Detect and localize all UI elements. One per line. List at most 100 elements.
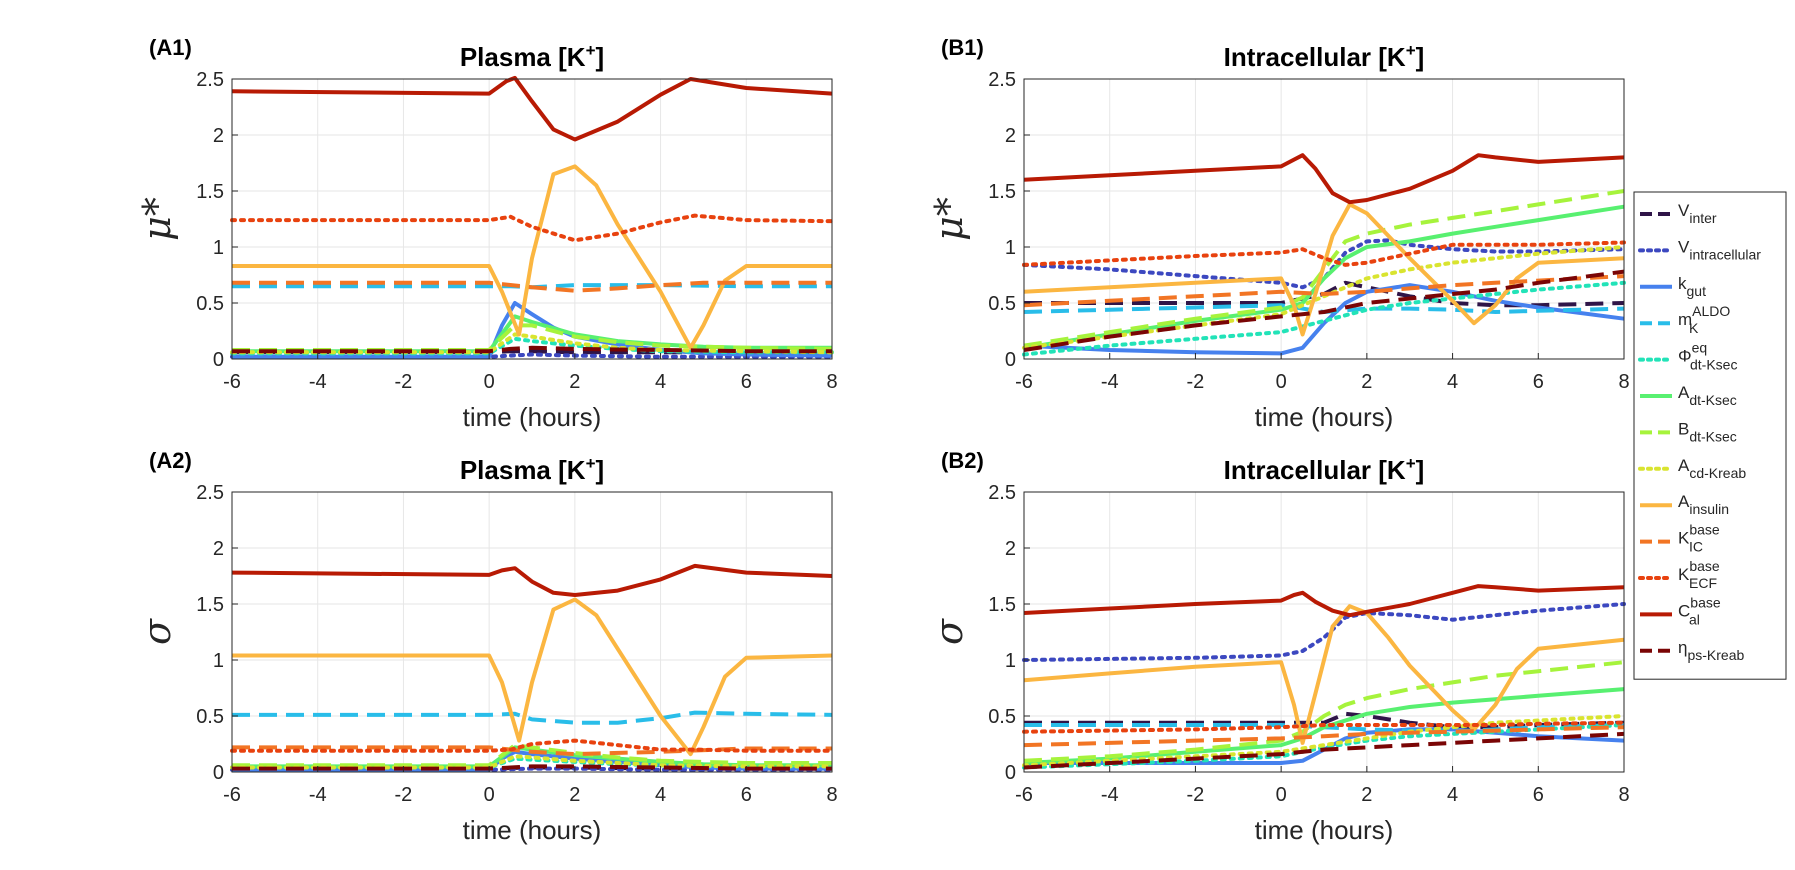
y-tick-label: 2: [1005, 538, 1016, 560]
x-axis-label: time (hours): [463, 815, 602, 845]
series-line-m-k-aldo: [1024, 723, 1625, 734]
x-tick-label: -4: [1101, 371, 1119, 393]
series-line-a-insulin: [232, 597, 833, 757]
axes-frame: [231, 78, 833, 360]
legend-item: Kbase IC: [1640, 522, 1720, 555]
series-line-k-ic-base: [1023, 725, 1625, 748]
legend: Vinter Vintracellular kgut mALDO K Φeq dt-Ksec…: [1633, 191, 1787, 680]
series-line-c-al-base: [1023, 584, 1625, 618]
panel-b1: -6 -4 -2 0 2 4 6 8 0 0.5 1 1.5 2 2.5 time (hours) μ* Int…: [927, 35, 1630, 432]
legend-item: kgut: [1640, 274, 1706, 299]
series-line-k-gut: [1024, 727, 1625, 765]
series-line-k-ecf-base: [230, 738, 834, 753]
series-line-a-cd-kreab: [1022, 714, 1626, 768]
x-tick-label: 8: [826, 784, 837, 806]
panel-label: (A1): [149, 35, 192, 60]
x-tick-label: 2: [1361, 784, 1372, 806]
x-tick-label: -2: [1187, 784, 1205, 806]
x-tick-label: 6: [1533, 371, 1544, 393]
x-tick-label: 2: [569, 784, 580, 806]
x-tick-label: -6: [223, 371, 241, 393]
series-line-v-intracellular: [230, 352, 834, 359]
panel-title: Intracellular [K+]: [1224, 41, 1425, 72]
y-tick-label: 1: [213, 237, 224, 259]
series-line-b-dt-ksec: [1023, 189, 1625, 348]
legend-label: Cbase al: [1678, 594, 1721, 627]
series-line-k-gut: [1023, 283, 1625, 356]
series-line-a-insulin: [1023, 202, 1625, 337]
y-tick-label: 2: [213, 538, 224, 560]
x-tick-label: 6: [741, 371, 752, 393]
x-tick-label: 4: [1447, 784, 1458, 806]
x-tick-label: 0: [484, 784, 495, 806]
panel-label: (B1): [941, 35, 984, 60]
series-line-a-dt-ksec: [1023, 204, 1625, 350]
series-line-m-k-aldo: [1023, 303, 1625, 314]
y-tick-label: 2: [1005, 125, 1016, 147]
axes-frame: [1023, 78, 1625, 360]
series-line-v-intracellular: [1022, 602, 1626, 662]
panel-title: Plasma [K+]: [460, 454, 604, 485]
y-tick-label: 1.5: [988, 181, 1016, 203]
y-axis-label: σ: [135, 618, 179, 645]
legend-label: Bdt-Ksec: [1678, 419, 1737, 444]
y-tick-label: 1.5: [196, 181, 224, 203]
y-tick-label: 0: [213, 762, 224, 784]
legend-item: ηps-Kreab: [1640, 638, 1744, 663]
series-line-v-inter: [1024, 711, 1625, 730]
series-line-k-ecf-base: [1022, 240, 1626, 267]
axes-frame: [1023, 491, 1625, 773]
x-tick-label: -6: [1015, 371, 1033, 393]
panel-b2: -6 -4 -2 0 2 4 6 8 0 0.5 1 1.5 2 2.5 time (hours) σ Intr…: [927, 448, 1630, 845]
series-line-k-ic-base: [232, 280, 832, 293]
series-line-a-dt-ksec: [1023, 687, 1625, 765]
legend-label: Kbase ECF: [1678, 558, 1720, 591]
x-tick-label: -4: [309, 371, 327, 393]
series-line--dt-ksec-eq: [230, 336, 834, 356]
legend-item: mALDO K: [1640, 303, 1730, 336]
x-tick-label: 2: [1361, 371, 1372, 393]
legend-label: Φeq dt-Ksec: [1678, 340, 1737, 373]
x-axis-label: time (hours): [1255, 402, 1394, 432]
series-line-k-ic-base: [1023, 274, 1625, 308]
axes-frame: [231, 491, 833, 773]
x-tick-label: -4: [1101, 784, 1119, 806]
y-tick-label: 1.5: [988, 594, 1016, 616]
y-axis-label: μ*: [927, 197, 971, 241]
y-tick-label: 0.5: [988, 706, 1016, 728]
x-tick-label: -6: [223, 784, 241, 806]
x-tick-label: -2: [395, 371, 413, 393]
series-line-b-dt-ksec: [232, 323, 833, 352]
panel-title: Intracellular [K+]: [1224, 454, 1425, 485]
series-line-a-insulin: [1023, 604, 1625, 745]
legend-label: Vinter: [1678, 201, 1717, 226]
y-axis-label: σ: [927, 618, 971, 645]
panel-a2: -6 -4 -2 0 2 4 6 8 0 0.5 1 1.5 2 2.5 time (hours) σ Plas…: [135, 448, 838, 845]
x-tick-label: 0: [484, 371, 495, 393]
x-tick-label: 0: [1276, 784, 1287, 806]
series-line-a-cd-kreab: [230, 754, 834, 770]
series-line-k-ecf-base: [1022, 720, 1626, 734]
series-line-a-insulin: [232, 164, 832, 350]
series-line-c-al-base: [231, 563, 833, 597]
legend-label: ηps-Kreab: [1678, 638, 1744, 663]
x-tick-label: -2: [395, 784, 413, 806]
y-tick-label: 1: [1005, 237, 1016, 259]
legend-item: Vinter: [1640, 201, 1717, 226]
series-line-c-al-base: [231, 75, 833, 142]
series-line-m-k-aldo: [232, 283, 832, 290]
legend-item: Cbase al: [1640, 594, 1721, 627]
legend-label: Vintracellular: [1678, 237, 1761, 262]
panel-label: (B2): [941, 448, 984, 473]
x-tick-label: 8: [1618, 784, 1629, 806]
x-tick-label: 8: [826, 371, 837, 393]
y-tick-label: 0: [213, 349, 224, 371]
x-tick-label: 8: [1618, 371, 1629, 393]
series-line-k-ecf-base: [230, 213, 834, 243]
plot-area: [232, 492, 832, 772]
series-line-c-al-base: [1023, 153, 1625, 205]
panel-a1: -6 -4 -2 0 2 4 6 8 0 0.5 1 1.5 2 2.5 time (hours) μ* Pla…: [135, 35, 838, 432]
legend-item: Bdt-Ksec: [1640, 419, 1737, 444]
x-tick-label: -6: [1015, 784, 1033, 806]
